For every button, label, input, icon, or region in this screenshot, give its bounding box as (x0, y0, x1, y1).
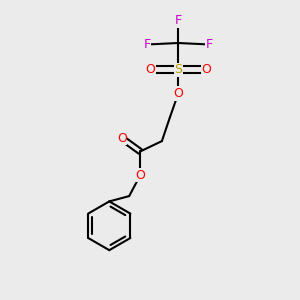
Text: F: F (175, 14, 182, 27)
Text: O: O (173, 87, 183, 100)
Text: O: O (135, 169, 145, 182)
Text: F: F (143, 38, 151, 51)
Text: O: O (202, 63, 212, 76)
Text: F: F (206, 38, 213, 51)
Text: S: S (174, 63, 182, 76)
Text: O: O (145, 63, 155, 76)
Text: O: O (117, 132, 127, 145)
